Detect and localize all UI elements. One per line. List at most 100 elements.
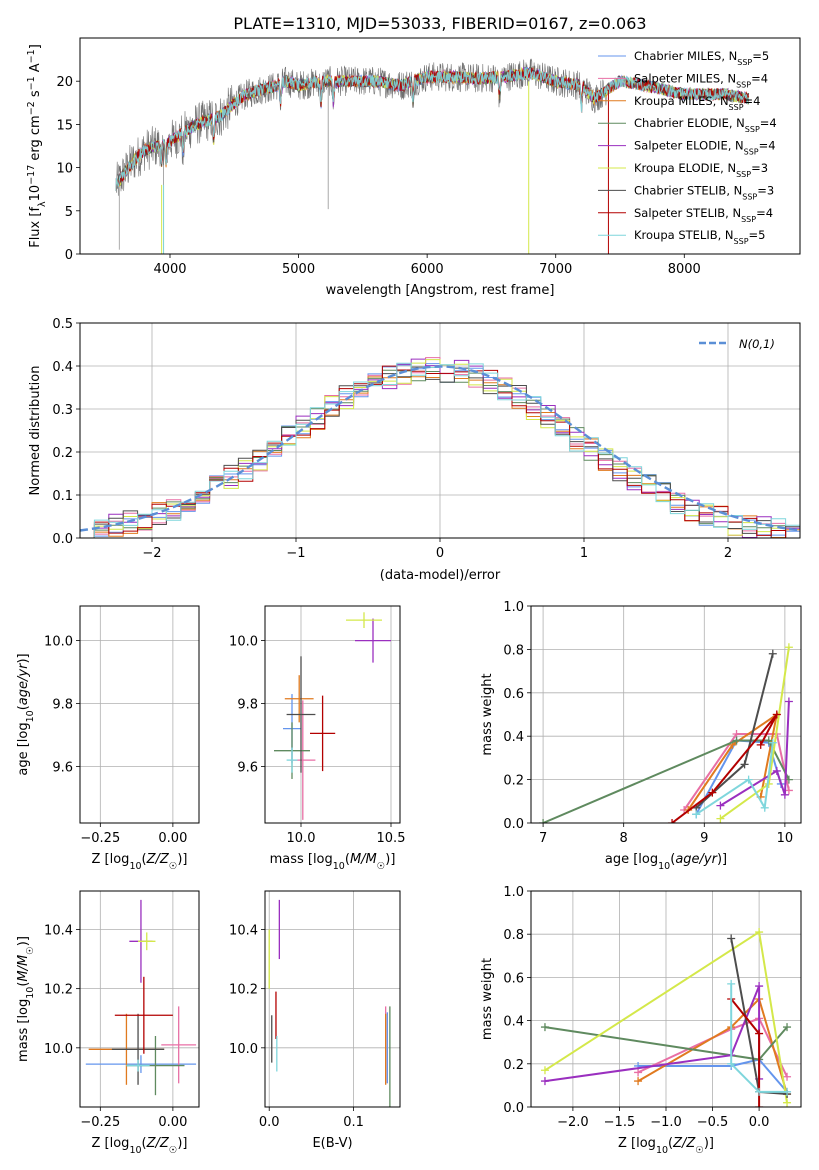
weight-line-5: [719, 647, 790, 820]
label-part: Z [log: [92, 1136, 130, 1151]
legend-label: Salpeter STELIB, NSSP=4: [634, 206, 773, 224]
legend-label-sub: SSP: [736, 170, 751, 179]
x-axis-label: Z [log10(Z/Z☉)]: [618, 1136, 714, 1156]
histogram-step-7: [80, 365, 800, 538]
label-part: Z [log: [618, 1136, 656, 1151]
weight-line-4: [719, 701, 790, 807]
weight-marker: [784, 643, 793, 652]
label-part: )]: [717, 852, 727, 867]
label-part: ☉: [695, 1145, 704, 1156]
y-tick-label: 0.0: [503, 1101, 524, 1116]
weight-marker: [540, 1077, 549, 1086]
axes-frame: [79, 605, 200, 824]
label-part: )]: [704, 1136, 714, 1151]
x-tick-label: 0.0: [749, 1115, 770, 1130]
y-tick-label: 0.2: [52, 446, 73, 461]
legend-label-sub: SSP: [736, 80, 751, 89]
legend-label-part: =4: [751, 71, 768, 85]
y-tick-label: 10.0: [44, 1042, 73, 1057]
weight-line-2: [687, 712, 779, 811]
weight-marker: [744, 775, 753, 784]
y-axis-label: Flux [fλ10−17 erg cm−2 s−1 A−1]: [26, 44, 48, 248]
weight-line-7: [730, 998, 761, 1107]
legend-label: Kroupa STELIB, NSSP=5: [634, 228, 765, 246]
weight-line-6: [695, 653, 774, 809]
weight-marker: [755, 1103, 764, 1107]
label-part: ☉: [169, 861, 178, 872]
chart-title: PLATE=1310, MJD=53033, FIBERID=0167, z=0…: [233, 14, 646, 33]
weight-marker: [780, 790, 789, 799]
panel-residuals: −2 −1 0 1 2 0.0 0.1 0.2 0.3 0.4 0.5 N(0,1) (data-mod…: [28, 317, 801, 583]
label-part: 10: [656, 1145, 668, 1156]
axes-frame: [79, 322, 801, 539]
x-tick-label: −2.0: [557, 1115, 589, 1130]
spectrum-data-line: [115, 58, 608, 196]
label-part: age/yr: [16, 662, 31, 705]
legend-label-part: =4: [760, 116, 777, 130]
label-part: 10: [129, 1145, 141, 1156]
weight-line-3: [542, 739, 790, 823]
legend-label-sub: SSP: [742, 192, 757, 201]
label-part: Z [log: [92, 852, 130, 867]
weight-marker: [783, 1098, 792, 1107]
legend-label: Kroupa ELODIE, NSSP=3: [634, 161, 768, 179]
weight-marker: [784, 697, 793, 706]
weight-marker: [540, 1066, 549, 1075]
y-tick-label: 20: [56, 75, 73, 90]
weight-marker: [768, 649, 777, 658]
panel-weight_vs_Z: −2.0 −1.5 −1.0 −0.5 0.0 0.0 0.2 0.4 0.6 0.8 1.0 Z […: [480, 885, 802, 1156]
x-tick-label: 6000: [411, 262, 444, 277]
label-part: )]: [177, 852, 187, 867]
label-part: Z/Z: [672, 1136, 696, 1151]
legend-label-sub: SSP: [734, 237, 749, 246]
legend-label-part: =3: [757, 183, 774, 197]
x-tick-label: 0.1: [343, 1115, 364, 1130]
weight-marker: [716, 814, 725, 823]
weight-marker: [634, 1077, 643, 1086]
y-tick-label: 5: [65, 205, 73, 220]
weight-marker: [755, 928, 764, 937]
y-tick-label: 0.0: [503, 817, 524, 832]
y-tick-label: 0.4: [52, 360, 73, 375]
y-tick-label: 1.0: [503, 885, 524, 900]
y-tick-label: 0: [65, 248, 73, 263]
weight-marker: [755, 1087, 764, 1096]
x-tick-label: 8: [620, 831, 628, 846]
label-part: age [log: [16, 722, 31, 775]
label-part: (: [142, 852, 147, 867]
x-tick-label: −1.0: [650, 1115, 682, 1130]
x-tick-label: 10: [777, 831, 794, 846]
label-part: Z/Z: [146, 1136, 170, 1151]
x-tick-label: −0.25: [80, 831, 120, 846]
label-part: 10: [333, 861, 345, 872]
label-part: (: [670, 852, 675, 867]
label-part: mass [log: [16, 999, 31, 1062]
weight-marker: [783, 1023, 792, 1032]
y-tick-label: 10.0: [229, 1042, 258, 1057]
legend-label: Salpeter ELODIE, NSSP=4: [634, 139, 776, 157]
label-part: −1: [26, 49, 37, 63]
x-tick-label: 9: [700, 831, 708, 846]
y-tick-label: 9.6: [52, 760, 73, 775]
axes-frame: [79, 37, 801, 255]
weight-marker: [755, 1029, 764, 1038]
x-tick-label: 0.00: [158, 831, 187, 846]
label-part: ]: [28, 44, 43, 49]
label-part: ☉: [377, 861, 386, 872]
y-tick-label: 10.4: [44, 923, 73, 938]
y-tick-label: 0.0: [52, 532, 73, 547]
axes-frame: [530, 890, 802, 1108]
x-tick-label: 4000: [153, 262, 186, 277]
y-tick-label: 0.6: [503, 687, 524, 702]
x-tick-label: 5000: [282, 262, 315, 277]
label-part: (: [668, 1136, 673, 1151]
weight-marker: [727, 979, 736, 988]
legend-label: Kroupa MILES, NSSP=4: [634, 94, 760, 112]
legend-label: N(0,1): [739, 337, 775, 351]
legend-label-sub: SSP: [737, 58, 752, 67]
weight-marker: [732, 736, 741, 745]
axes-frame: [530, 605, 802, 824]
weight-line-8: [730, 983, 787, 1093]
